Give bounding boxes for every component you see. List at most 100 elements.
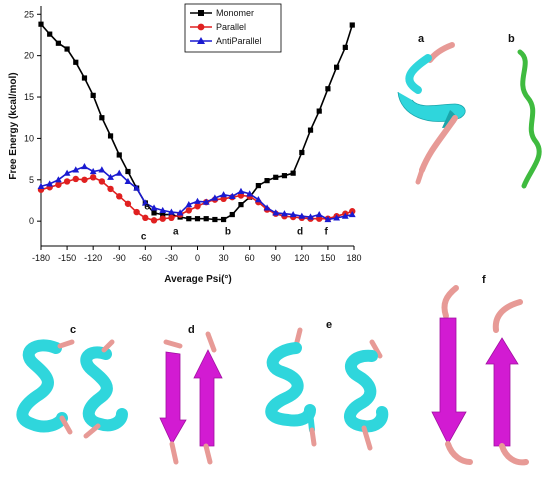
data-point (107, 185, 114, 193)
data-point (72, 166, 80, 173)
legend-item-monomer: Monomer (190, 8, 254, 18)
structure-panel-e: e (265, 319, 389, 451)
data-point (159, 206, 167, 214)
structure-panel-b: b (508, 33, 542, 189)
data-point (176, 209, 184, 216)
data-point (220, 216, 227, 223)
data-point (281, 210, 288, 217)
data-point (348, 210, 356, 218)
data-point (37, 182, 45, 190)
data-point (73, 59, 79, 65)
x-tick-label: 150 (320, 253, 335, 263)
data-point (142, 214, 149, 222)
data-point (159, 215, 166, 222)
x-tick-label: -180 (32, 253, 50, 263)
x-tick-label: 30 (219, 253, 229, 263)
panel-label-d: d (188, 324, 195, 336)
data-point (202, 198, 210, 205)
data-point (349, 22, 355, 28)
point-label-a: a (173, 226, 179, 237)
data-point (272, 209, 280, 216)
data-point (211, 194, 219, 201)
y-tick-label: 0 (29, 216, 34, 226)
data-point (98, 178, 106, 185)
data-point (46, 180, 54, 187)
point-label-c: c (141, 231, 147, 242)
x-axis-title: Average Psi(°) (164, 274, 232, 285)
data-point (47, 31, 53, 37)
legend-label: AntiParallel (216, 36, 262, 46)
data-point (81, 75, 88, 81)
data-point (194, 197, 201, 204)
x-tick-label: -60 (139, 253, 152, 263)
data-point (341, 212, 349, 219)
helix-e-left-image (265, 327, 317, 447)
data-point (124, 200, 132, 207)
data-point (255, 182, 261, 189)
data-point (133, 208, 140, 216)
data-point (186, 216, 192, 222)
legend-label: Parallel (216, 22, 246, 32)
data-point (324, 215, 332, 223)
strand-d-left-image (159, 339, 187, 465)
data-point (150, 204, 158, 211)
helix-e-right-image (344, 339, 389, 451)
strand-d-right-image (193, 331, 223, 465)
data-point (107, 133, 114, 139)
y-tick-label: 10 (24, 133, 34, 143)
data-point (307, 127, 314, 133)
data-point (315, 210, 323, 218)
data-point (289, 210, 297, 218)
data-point (168, 214, 175, 222)
panel-label-c: c (70, 324, 76, 336)
data-point (298, 212, 306, 219)
data-point (281, 173, 288, 179)
data-point (290, 170, 296, 176)
data-point (185, 207, 193, 214)
data-point (64, 46, 70, 52)
series-antiparallel (37, 162, 356, 223)
x-tick-label: 0 (195, 253, 200, 263)
data-point (160, 211, 166, 218)
data-point (325, 86, 331, 92)
x-tick-label: -30 (165, 253, 178, 263)
data-point (254, 196, 262, 203)
data-point (55, 40, 61, 46)
data-point (168, 208, 175, 215)
helix-c-right-image (80, 339, 128, 439)
panel-label-b: b (508, 33, 515, 45)
data-point (99, 115, 105, 121)
panel-label-e: e (326, 319, 332, 331)
data-point (150, 217, 158, 224)
x-tick-label: 120 (294, 253, 309, 263)
data-point (194, 216, 201, 222)
data-point (125, 168, 131, 175)
data-point (124, 177, 132, 185)
data-point (81, 162, 88, 170)
data-point (54, 176, 62, 183)
strand-f-left-image (431, 285, 473, 465)
legend: Monomer Parallel AntiParallel (184, 3, 282, 53)
data-point (264, 178, 270, 184)
y-tick-label: 25 (24, 9, 34, 19)
x-tick-label: -120 (84, 253, 102, 263)
y-tick-label: 5 (29, 175, 34, 185)
y-axis-title: Free Energy (kcal/mol) (8, 72, 19, 179)
data-point (316, 108, 322, 114)
data-point (116, 193, 123, 200)
legend-item-antiparallel: AntiParallel (190, 36, 262, 46)
data-point (89, 167, 97, 175)
data-point (63, 169, 71, 176)
data-point (115, 169, 123, 176)
data-point (72, 175, 79, 183)
data-point (342, 44, 348, 50)
structure-panel-f: f (431, 274, 529, 466)
data-point (212, 216, 218, 223)
x-tick-label: 180 (346, 253, 361, 263)
point-label-d: d (297, 226, 303, 237)
data-point (273, 174, 279, 180)
data-point (229, 211, 235, 218)
coil-b-image (517, 49, 542, 189)
data-point (299, 149, 305, 156)
